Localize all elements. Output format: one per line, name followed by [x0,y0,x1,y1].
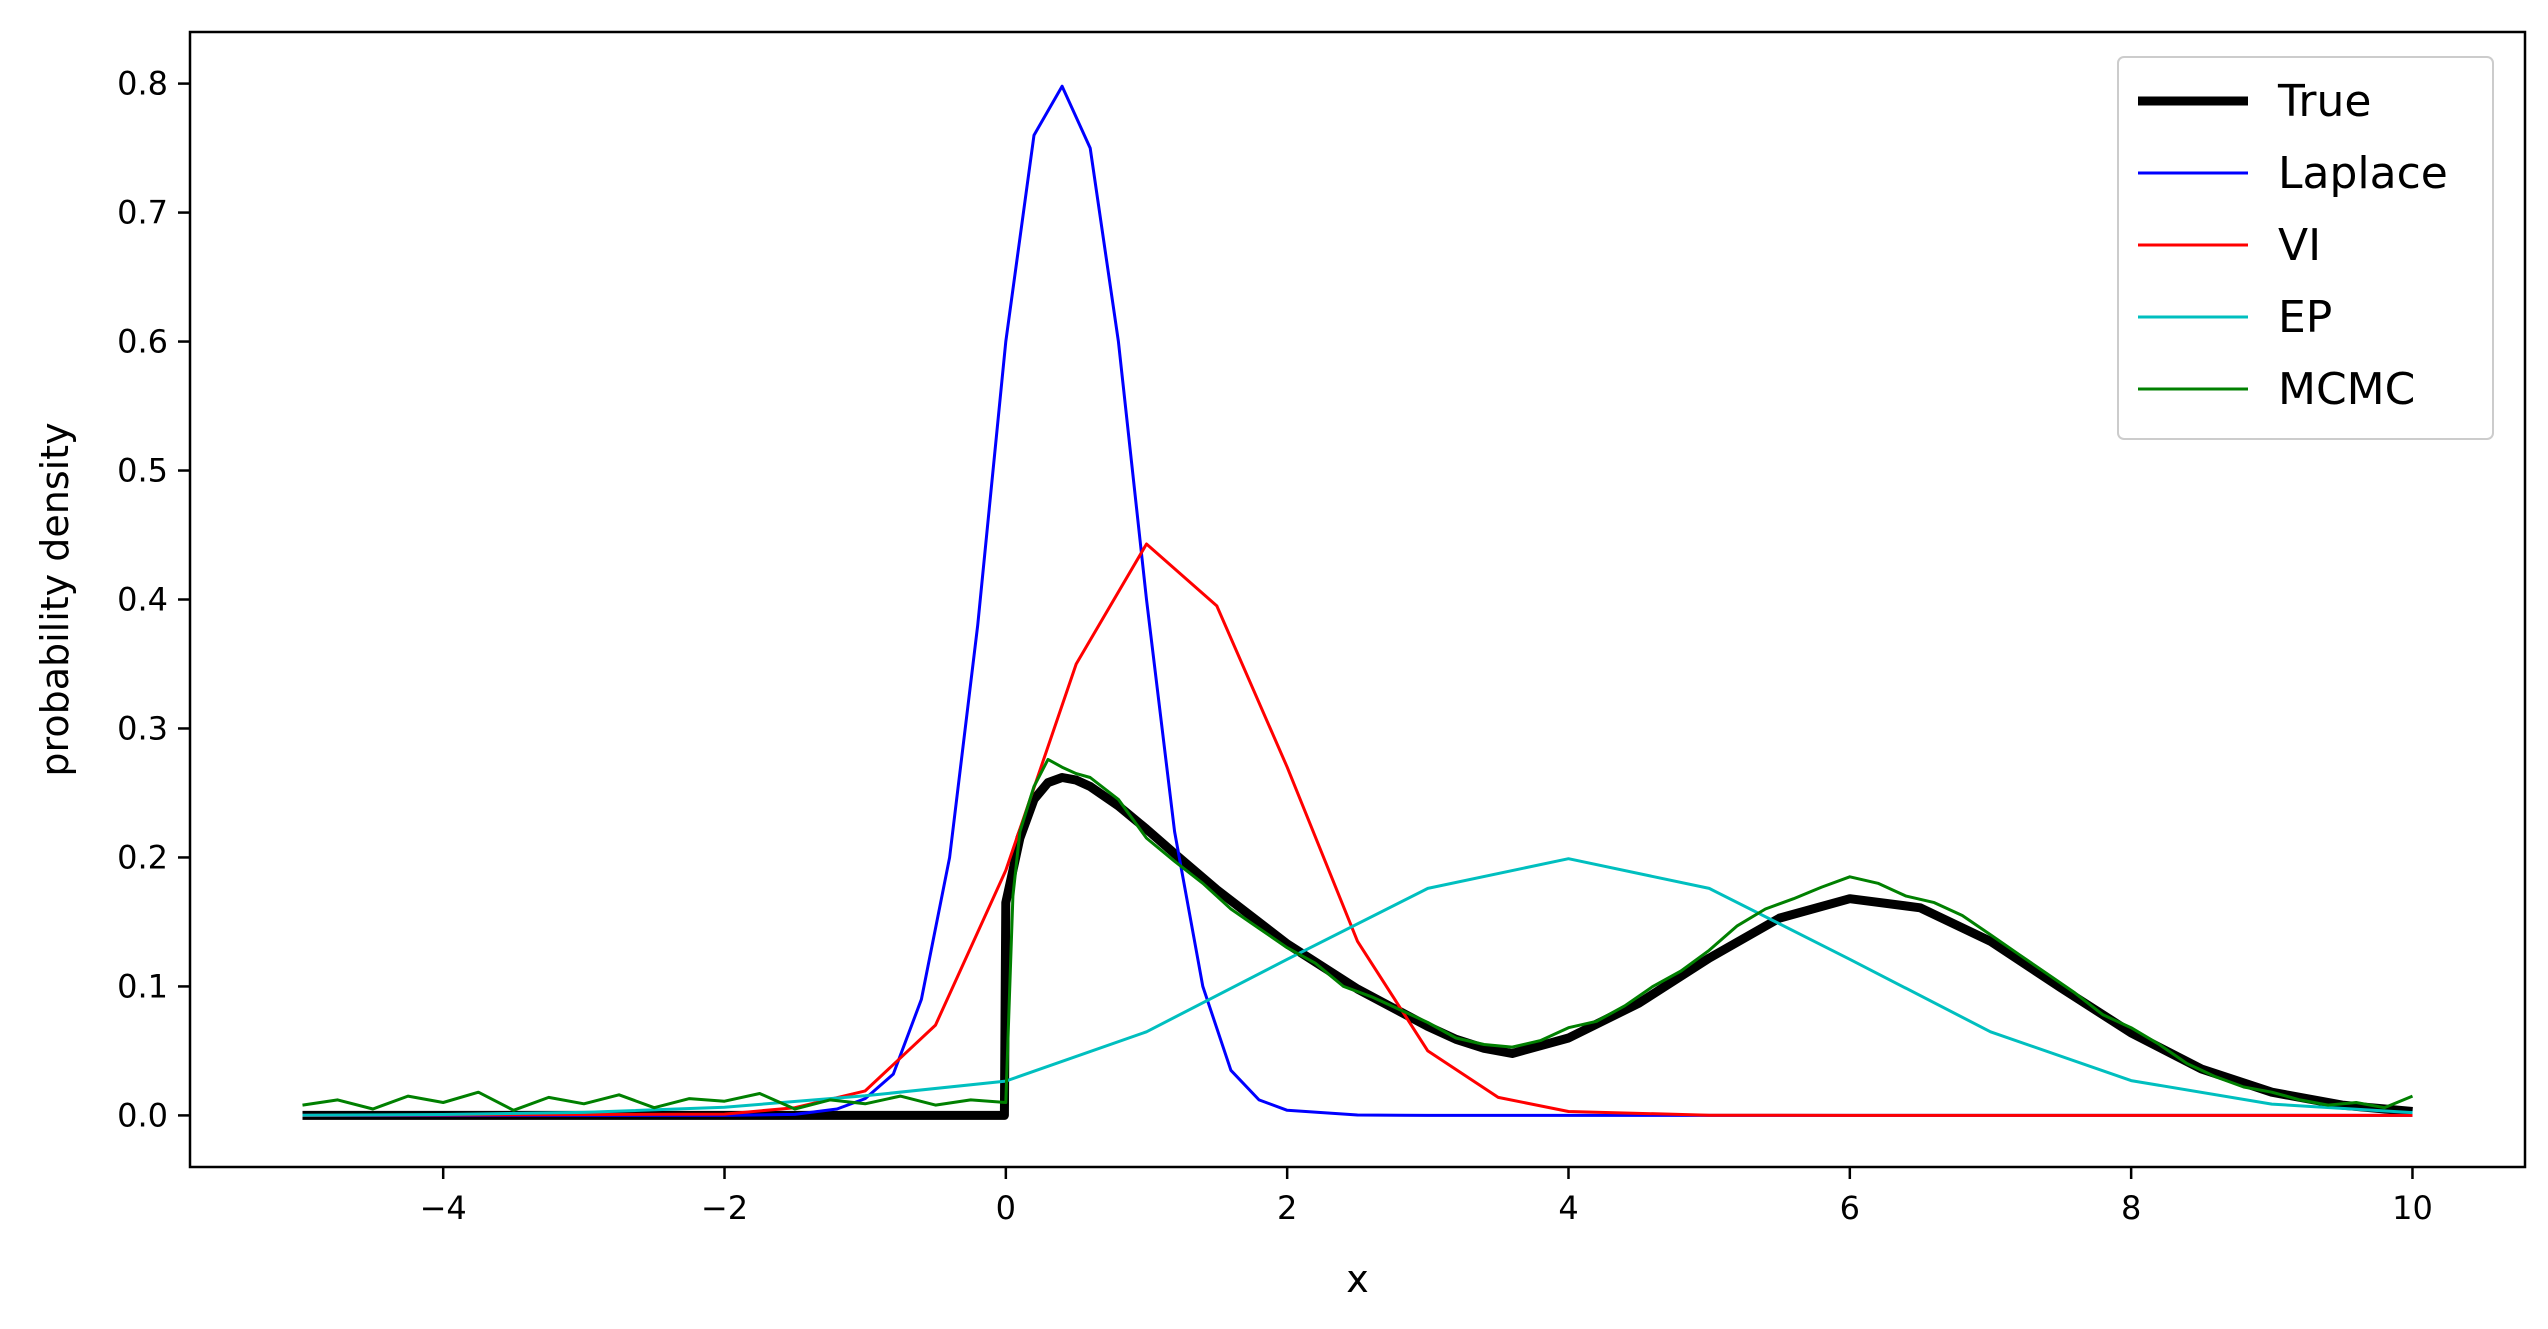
legend-label-true: True [2277,76,2371,127]
y-tick-label: 0.2 [117,838,168,876]
y-tick-label: 0.0 [117,1096,168,1134]
x-tick-label: 8 [2121,1189,2141,1227]
series-line-vi [302,542,2413,1117]
x-axis-ticks: −4 −2 0 2 4 6 8 10 [420,1167,2433,1227]
y-tick-label: 0.7 [117,194,168,232]
x-tick-label: −4 [420,1189,467,1227]
x-tick-label: 2 [1277,1189,1297,1227]
legend-label-laplace: Laplace [2278,148,2448,199]
y-tick-label: 0.1 [117,967,168,1005]
x-tick-label: 4 [1558,1189,1578,1227]
legend-label-ep: EP [2278,292,2332,343]
y-tick-label: 0.5 [117,452,168,490]
x-tick-label: 0 [996,1189,1016,1227]
y-tick-label: 0.8 [117,65,168,103]
y-axis-ticks: 0.0 0.1 0.2 0.3 0.4 0.5 0.6 0.7 0.8 [117,65,190,1134]
y-tick-label: 0.4 [117,581,168,619]
series-line-ep [302,857,2413,1117]
x-axis-label: x [1346,1257,1369,1301]
x-tick-label: 6 [1840,1189,1860,1227]
legend: True Laplace VI EP MCMC [2117,56,2494,440]
legend-label-mcmc: MCMC [2278,364,2415,415]
legend-box [2117,56,2494,440]
y-axis-label: probability density [33,422,77,776]
y-tick-label: 0.3 [117,709,168,747]
series-line-mcmc [302,757,2414,1112]
x-tick-label: −2 [701,1189,748,1227]
y-tick-label: 0.6 [117,323,168,361]
x-tick-label: 10 [2392,1189,2433,1227]
legend-label-vi: VI [2278,220,2321,271]
series-layer [302,84,2414,1120]
